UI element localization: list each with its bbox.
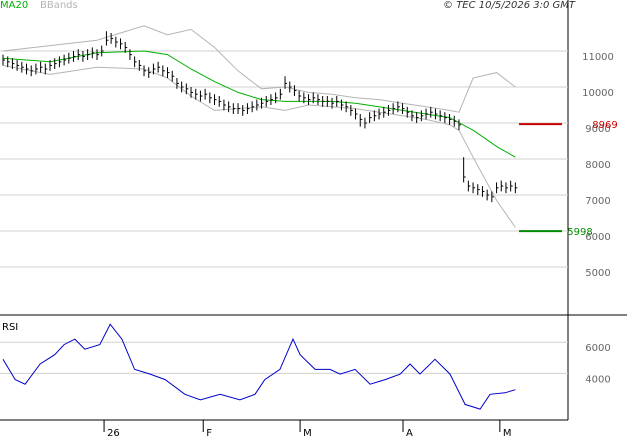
y-tick-label: 7000 — [585, 196, 610, 207]
panel-title: RSI — [2, 322, 18, 333]
y-tick-label: 6000 — [585, 343, 610, 354]
y-tick-label: 6000 — [585, 232, 610, 243]
y-tick-label: 9000 — [585, 124, 610, 135]
series-line — [2, 323, 516, 410]
level-label: 5998 — [567, 227, 592, 238]
legend-entry: MA20 — [0, 0, 28, 11]
legend-entry: BBands — [40, 0, 78, 11]
x-tick-label: F — [206, 428, 212, 439]
series-line — [2, 25, 516, 113]
timestamp: © TEC 10/5/2026 3:0 GMT — [443, 0, 576, 11]
level-label: 8969 — [592, 120, 617, 131]
x-tick-label: 26 — [107, 428, 120, 439]
y-tick-label: 5000 — [585, 268, 610, 279]
y-tick-label: 10000 — [582, 88, 614, 99]
series-line — [2, 50, 516, 158]
x-tick-label: A — [406, 428, 413, 439]
y-tick-label: 11000 — [582, 52, 614, 63]
y-tick-label: 8000 — [585, 160, 610, 171]
x-tick-label: M — [303, 428, 312, 439]
series-line — [2, 64, 516, 228]
x-tick-label: M — [503, 428, 512, 439]
y-tick-label: 4000 — [585, 374, 610, 385]
